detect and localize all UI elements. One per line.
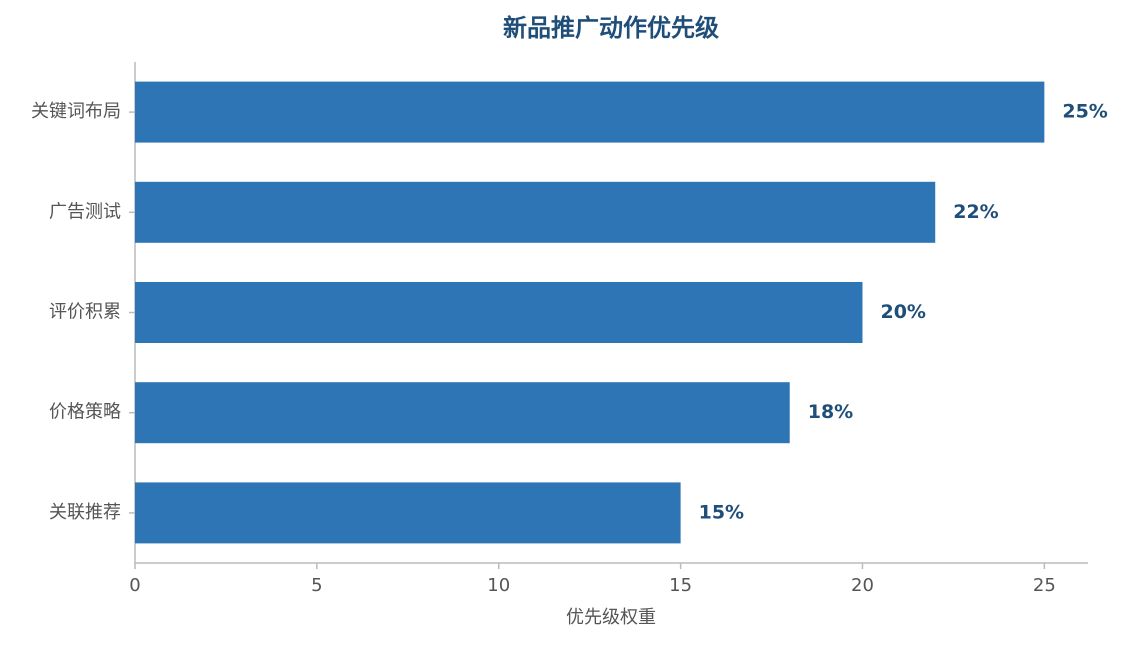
value-label: 20% bbox=[880, 301, 925, 323]
x-tick-label: 0 bbox=[129, 575, 140, 596]
bar bbox=[135, 81, 1045, 143]
x-tick-label: 10 bbox=[487, 575, 510, 596]
y-tick-label: 关联推荐 bbox=[49, 502, 121, 523]
value-label: 15% bbox=[699, 501, 744, 523]
x-tick-label: 25 bbox=[1033, 575, 1056, 596]
x-tick-label: 20 bbox=[851, 575, 874, 596]
value-label: 25% bbox=[1062, 101, 1107, 123]
x-tick-label: 5 bbox=[311, 575, 322, 596]
y-tick-label: 关键词布局 bbox=[31, 101, 121, 122]
y-tick-label: 价格策略 bbox=[49, 402, 121, 423]
value-label: 18% bbox=[808, 401, 853, 423]
x-tick-label: 15 bbox=[669, 575, 692, 596]
chart-title: 新品推广动作优先级 bbox=[503, 14, 719, 42]
bar bbox=[135, 382, 790, 444]
bar bbox=[135, 482, 681, 544]
x-axis-label: 优先级权重 bbox=[566, 607, 656, 628]
value-label: 22% bbox=[953, 201, 998, 223]
y-tick-label: 广告测试 bbox=[49, 201, 121, 222]
bar bbox=[135, 282, 863, 343]
bar bbox=[135, 181, 936, 243]
y-tick-label: 评价积累 bbox=[49, 302, 121, 323]
